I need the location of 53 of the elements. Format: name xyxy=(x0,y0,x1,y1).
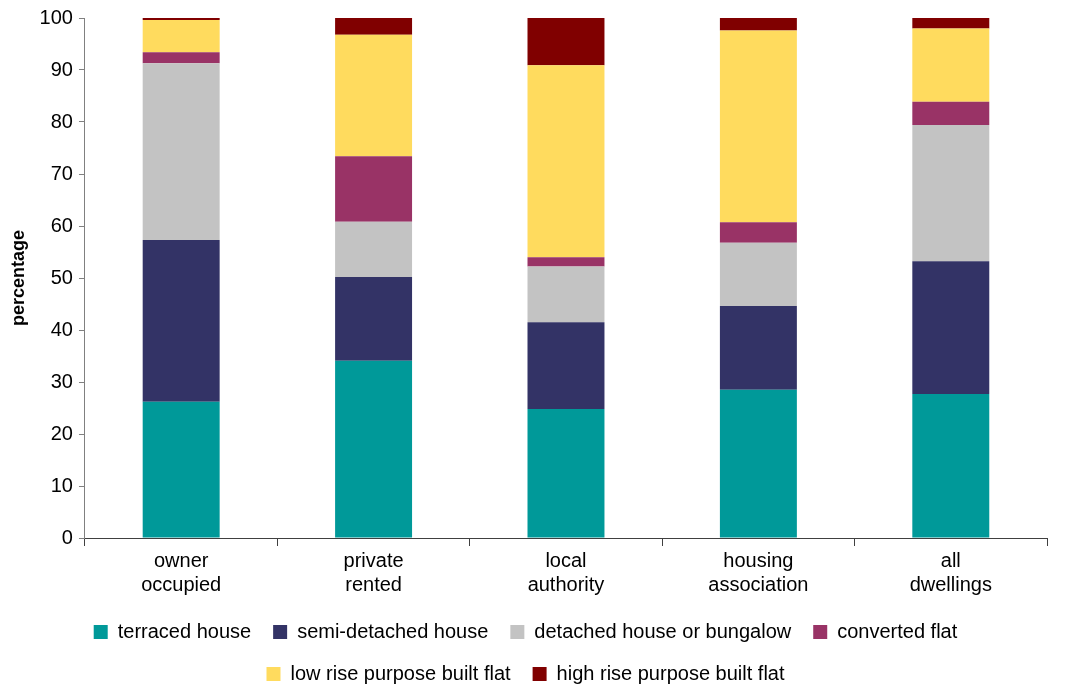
y-tick-label: 60 xyxy=(50,213,73,236)
y-tick-label: 70 xyxy=(50,161,73,184)
y-tick-label: 30 xyxy=(50,369,73,392)
y-tick-label: 20 xyxy=(50,421,73,444)
bar xyxy=(142,63,220,241)
y-axis-title: percentage xyxy=(7,229,28,327)
bar xyxy=(142,401,220,538)
x-tick-label: owner occupied xyxy=(141,548,222,595)
y-tick-label: 10 xyxy=(50,473,73,496)
bar xyxy=(335,156,413,222)
bar xyxy=(335,276,413,361)
bar xyxy=(912,101,990,126)
x-tick-label: local authority xyxy=(527,548,605,595)
y-tick-label: 90 xyxy=(50,57,73,80)
bar xyxy=(335,34,413,157)
bar xyxy=(719,242,797,307)
bar xyxy=(527,18,605,66)
bar xyxy=(912,261,990,394)
bar xyxy=(335,18,413,35)
bar xyxy=(335,221,413,277)
bar xyxy=(142,52,220,64)
bar xyxy=(719,18,797,31)
legend-label: high rise purpose built flat xyxy=(556,661,785,684)
bar xyxy=(719,30,797,223)
bar xyxy=(912,18,990,29)
legend-label: detached house or bungalow xyxy=(534,619,792,642)
bar xyxy=(527,257,605,267)
bar xyxy=(142,240,220,402)
bar xyxy=(719,389,797,538)
bar xyxy=(527,65,605,258)
y-tick-label: 80 xyxy=(50,109,73,132)
y-tick-label: 0 xyxy=(61,525,73,548)
y-tick-label: 100 xyxy=(39,5,73,28)
bar xyxy=(142,18,220,21)
bar xyxy=(335,360,413,538)
bar xyxy=(719,306,797,390)
bar xyxy=(912,125,990,262)
bar xyxy=(527,266,605,323)
bar xyxy=(527,322,605,410)
legend-label: semi-detached house xyxy=(297,619,489,642)
y-tick-label: 50 xyxy=(50,265,73,288)
legend-label: terraced house xyxy=(117,619,252,642)
legend-label: low rise purpose built flat xyxy=(290,661,512,684)
x-tick-label: all dwellings xyxy=(909,548,992,595)
bar xyxy=(912,28,990,102)
legend-label: converted flat xyxy=(837,619,958,642)
x-tick-label: housing association xyxy=(708,548,809,595)
bar xyxy=(142,20,220,53)
bar xyxy=(719,222,797,243)
bar xyxy=(527,409,605,538)
y-tick-label: 40 xyxy=(50,317,73,340)
x-tick-label: private rented xyxy=(343,548,404,595)
bar xyxy=(912,393,990,538)
